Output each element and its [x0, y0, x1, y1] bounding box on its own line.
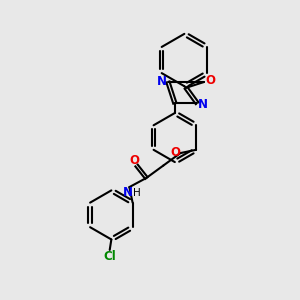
Text: H: H	[133, 188, 140, 198]
Text: O: O	[205, 74, 215, 87]
Text: O: O	[171, 146, 181, 159]
Text: Cl: Cl	[103, 250, 116, 263]
Text: N: N	[198, 98, 208, 111]
Text: N: N	[157, 76, 167, 88]
Text: N: N	[123, 187, 133, 200]
Text: O: O	[130, 154, 140, 167]
